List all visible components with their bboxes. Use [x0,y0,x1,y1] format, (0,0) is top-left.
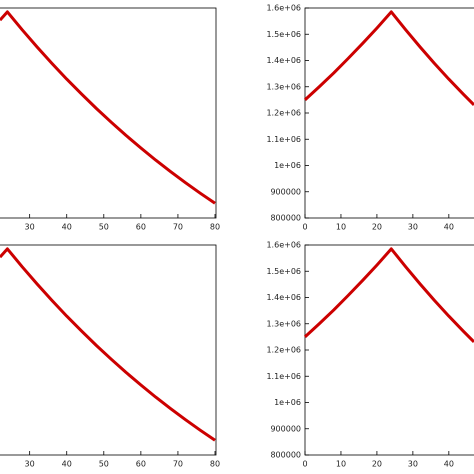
y-tick-label: 1.5e+06 [266,267,301,276]
plot-frame [0,244,217,456]
panel: 30 40 50 60 70 80 [0,244,220,469]
x-tick-label: 30 [25,460,35,469]
data-line [303,247,474,343]
y-tick-label: 900000 [270,187,301,196]
x-tick-label: 30 [408,223,418,232]
y-tick-label: 1.3e+06 [266,319,301,328]
x-tick-label: 80 [210,223,220,232]
y-tick-label: 1.4e+06 [266,56,301,65]
y-tick-label: 1e+06 [274,398,301,407]
x-tick-label: 40 [62,460,72,469]
y-tick-label: 1.4e+06 [266,293,301,302]
x-tick-label: 40 [444,460,454,469]
y-tick-label: 800000 [270,451,301,460]
y-tick-label: 1.6e+06 [266,241,301,250]
x-tick-label: 60 [136,223,146,232]
y-tick-label: 1.3e+06 [266,82,301,91]
x-tick-label: 40 [444,223,454,232]
y-tick-label: 1.5e+06 [266,30,301,39]
x-tick-label: 0 [302,223,307,232]
panel: 0 10 20 30 40 800000 900000 1e+06 1.1e+06 1.2e+06… [266,241,474,469]
y-tick-label: 1.2e+06 [266,109,301,118]
x-tick-label: 0 [302,460,307,469]
y-tick-label: 1.6e+06 [266,4,301,13]
x-tick-label: 70 [173,460,183,469]
x-tick-label: 10 [336,223,346,232]
panel: 30 40 50 60 70 80 [0,7,220,232]
data-line [0,10,216,205]
y-tick-label: 1.1e+06 [266,372,301,381]
data-line [0,247,216,442]
y-tick-label: 1e+06 [274,161,301,170]
x-tick-label: 10 [336,460,346,469]
y-tick-label: 1.2e+06 [266,346,301,355]
panel: 0 10 20 30 40 800000 900000 1e+06 1.1e+06 1.2e+06… [266,4,474,232]
y-tick-label: 900000 [270,424,301,433]
y-tick-label: 1.1e+06 [266,135,301,144]
x-tick-label: 20 [372,460,382,469]
y-tick-label: 800000 [270,214,301,223]
x-tick-label: 30 [408,460,418,469]
x-tick-label: 70 [173,223,183,232]
x-tick-label: 60 [136,460,146,469]
plot-frame [304,244,474,456]
x-tick-label: 40 [62,223,72,232]
x-tick-label: 50 [99,460,109,469]
x-tick-label: 50 [99,223,109,232]
plot-frame [304,7,474,219]
data-line [303,10,474,106]
plot-frame [0,7,217,219]
x-tick-label: 20 [372,223,382,232]
x-tick-label: 80 [210,460,220,469]
x-tick-label: 30 [25,223,35,232]
